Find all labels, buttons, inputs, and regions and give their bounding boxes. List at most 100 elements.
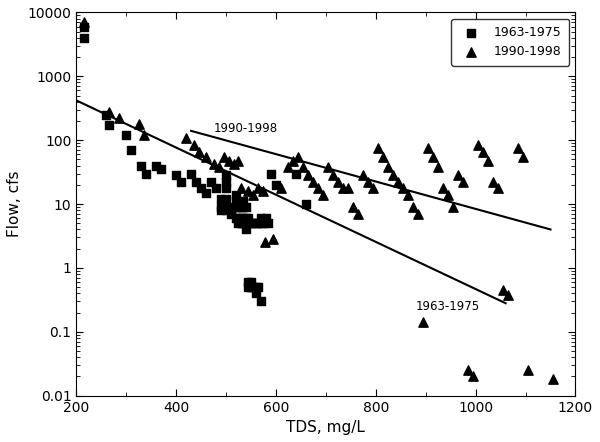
1963-1975 bbox=[246, 284, 256, 291]
1990-1998 bbox=[394, 179, 403, 186]
1963-1975 bbox=[261, 215, 271, 222]
1963-1975 bbox=[211, 184, 221, 191]
1963-1975 bbox=[231, 198, 241, 205]
1990-1998 bbox=[344, 184, 353, 191]
1963-1975 bbox=[246, 220, 256, 227]
1963-1975 bbox=[231, 203, 241, 210]
1963-1975 bbox=[239, 220, 248, 227]
1990-1998 bbox=[458, 179, 468, 186]
1963-1975 bbox=[216, 203, 226, 210]
1963-1975 bbox=[241, 220, 251, 227]
1963-1975 bbox=[239, 215, 248, 222]
1990-1998 bbox=[403, 191, 413, 198]
1963-1975 bbox=[254, 284, 263, 291]
1990-1998 bbox=[201, 153, 211, 160]
1990-1998 bbox=[439, 184, 448, 191]
1963-1975 bbox=[251, 284, 261, 291]
Legend: 1963-1975, 1990-1998: 1963-1975, 1990-1998 bbox=[451, 19, 569, 66]
1990-1998 bbox=[219, 153, 229, 160]
1990-1998 bbox=[209, 161, 218, 168]
1963-1975 bbox=[226, 210, 236, 217]
1963-1975 bbox=[256, 298, 266, 305]
1963-1975 bbox=[176, 179, 186, 186]
1990-1998 bbox=[488, 179, 498, 186]
1963-1975 bbox=[142, 170, 151, 177]
1990-1998 bbox=[398, 184, 408, 191]
1990-1998 bbox=[433, 164, 443, 171]
1963-1975 bbox=[251, 220, 261, 227]
1963-1975 bbox=[241, 203, 251, 210]
1963-1975 bbox=[241, 215, 251, 222]
1963-1975 bbox=[231, 215, 241, 222]
1990-1998 bbox=[443, 191, 453, 198]
1990-1998 bbox=[368, 184, 378, 191]
1963-1975 bbox=[236, 203, 246, 210]
1990-1998 bbox=[493, 184, 503, 191]
1990-1998 bbox=[499, 286, 508, 293]
1990-1998 bbox=[189, 141, 199, 148]
1990-1998 bbox=[254, 184, 263, 191]
1963-1975 bbox=[244, 220, 253, 227]
1963-1975 bbox=[104, 122, 113, 129]
1990-1998 bbox=[289, 157, 298, 164]
1990-1998 bbox=[388, 172, 398, 179]
1963-1975 bbox=[216, 207, 226, 214]
1990-1998 bbox=[233, 157, 243, 164]
1990-1998 bbox=[523, 367, 533, 374]
1990-1998 bbox=[473, 141, 483, 148]
1963-1975 bbox=[248, 284, 258, 291]
1963-1975 bbox=[221, 207, 231, 214]
1963-1975 bbox=[157, 166, 166, 173]
1990-1998 bbox=[338, 184, 348, 191]
1990-1998 bbox=[139, 132, 148, 139]
1963-1975 bbox=[206, 179, 216, 186]
1963-1975 bbox=[254, 220, 263, 227]
1963-1975 bbox=[241, 226, 251, 233]
1990-1998 bbox=[349, 203, 358, 210]
1963-1975 bbox=[256, 220, 266, 227]
1963-1975 bbox=[236, 215, 246, 222]
1963-1975 bbox=[239, 198, 248, 205]
1990-1998 bbox=[478, 149, 488, 156]
1963-1975 bbox=[231, 191, 241, 198]
1990-1998 bbox=[424, 145, 433, 152]
1990-1998 bbox=[260, 239, 270, 246]
1990-1998 bbox=[269, 236, 278, 243]
1963-1975 bbox=[239, 203, 248, 210]
1990-1998 bbox=[304, 172, 313, 179]
1963-1975 bbox=[221, 184, 231, 191]
1990-1998 bbox=[248, 191, 258, 198]
1990-1998 bbox=[409, 203, 418, 210]
1990-1998 bbox=[299, 164, 308, 171]
1963-1975 bbox=[136, 162, 146, 169]
1990-1998 bbox=[319, 191, 328, 198]
1963-1975 bbox=[79, 34, 89, 42]
1963-1975 bbox=[233, 220, 243, 227]
1990-1998 bbox=[181, 134, 191, 141]
1990-1998 bbox=[448, 203, 458, 210]
1990-1998 bbox=[244, 187, 253, 194]
1963-1975 bbox=[221, 195, 231, 202]
1963-1975 bbox=[121, 132, 131, 139]
1990-1998 bbox=[518, 153, 528, 160]
1963-1975 bbox=[216, 195, 226, 202]
1990-1998 bbox=[418, 319, 428, 326]
1990-1998 bbox=[284, 164, 293, 171]
1963-1975 bbox=[236, 220, 246, 227]
1990-1998 bbox=[224, 157, 233, 164]
1990-1998 bbox=[353, 210, 363, 217]
1990-1998 bbox=[413, 210, 423, 217]
1963-1975 bbox=[266, 170, 276, 177]
1963-1975 bbox=[251, 290, 261, 297]
1990-1998 bbox=[329, 172, 338, 179]
1990-1998 bbox=[383, 164, 393, 171]
1990-1998 bbox=[293, 153, 303, 160]
1990-1998 bbox=[114, 115, 124, 122]
1963-1975 bbox=[248, 220, 258, 227]
1990-1998 bbox=[236, 184, 246, 191]
1990-1998 bbox=[428, 153, 438, 160]
1963-1975 bbox=[191, 179, 201, 186]
Y-axis label: Flow, cfs: Flow, cfs bbox=[7, 171, 22, 237]
1963-1975 bbox=[226, 203, 236, 210]
1990-1998 bbox=[259, 187, 268, 194]
